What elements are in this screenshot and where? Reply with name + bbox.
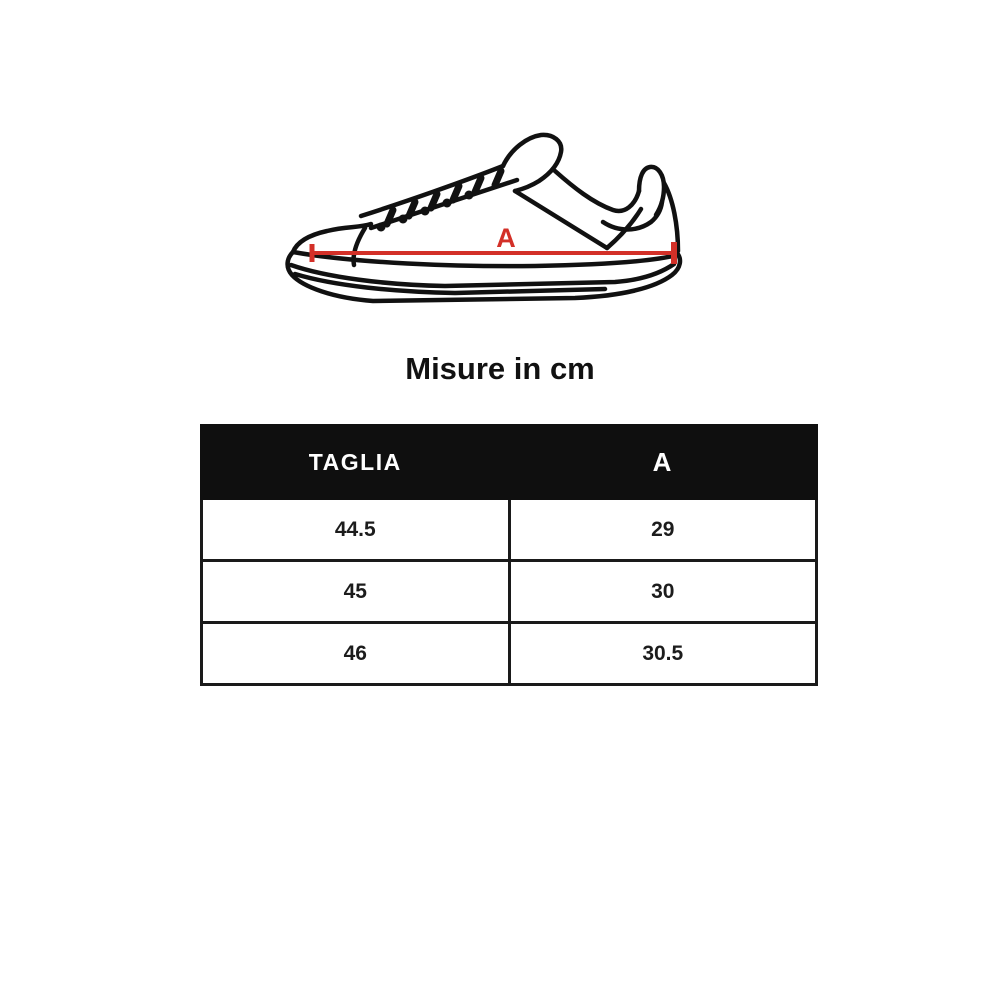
size-cell-taglia: 46: [200, 621, 511, 686]
laces-icon: [383, 167, 505, 228]
sneaker-outline-paths: [285, 132, 683, 304]
size-cell-taglia: 45: [200, 559, 511, 624]
eyelets-icon: [376, 190, 474, 232]
table-row: 44.5 29: [200, 497, 818, 562]
size-table-header-a: A: [507, 424, 818, 500]
page-title: Misure in cm: [405, 351, 595, 386]
measurement-label-a: A: [496, 223, 516, 253]
size-table: TAGLIA A 44.5 29 45 30 46 30.5: [200, 424, 818, 686]
size-table-body: 44.5 29 45 30 46 30.5: [200, 497, 818, 686]
size-table-header-taglia: TAGLIA: [200, 424, 511, 500]
size-table-header: TAGLIA A: [200, 424, 818, 500]
table-row: 46 30.5: [200, 621, 818, 686]
size-cell-a: 29: [507, 497, 818, 562]
size-cell-a: 30.5: [507, 621, 818, 686]
measurement-line-a: [309, 242, 677, 264]
sneaker-diagram: A: [285, 125, 705, 325]
sneaker-outline-icon: A: [285, 132, 683, 304]
size-cell-taglia: 44.5: [200, 497, 511, 562]
table-row: 45 30: [200, 559, 818, 624]
size-cell-a: 30: [507, 559, 818, 624]
table-header-row: TAGLIA A: [200, 424, 818, 500]
